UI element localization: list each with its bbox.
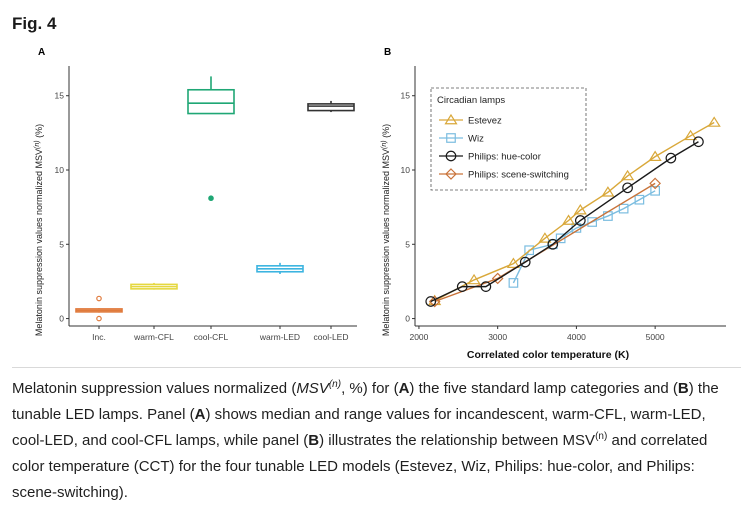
series-point [650,185,660,196]
box-iqr [187,88,235,115]
panel-b-y-label: Melatonin suppression values normalized … [381,124,392,336]
series-line [430,141,699,303]
box-outlier [208,195,214,202]
legend-title: Circadian lamps [437,95,505,106]
series-point [524,245,535,256]
a-ytick-label: 0 [59,314,64,324]
box-outlier [96,315,102,322]
a-xtick-label: cool-CFL [194,332,229,342]
box-warm-cfl [130,282,178,290]
series-point [428,295,441,308]
series-point [425,296,437,307]
series-philips-hue-color [425,136,704,307]
series-point [648,150,662,161]
series-point [707,116,721,127]
b-xtick-label: 3000 [488,332,507,342]
panel-b-x-label: Correlated color temperature (K) [467,349,629,361]
box-cool-led [307,100,355,113]
panel-a-y-label: Melatonin suppression values normalized … [34,124,45,336]
series-estevez [428,116,721,306]
legend-square-icon [446,133,456,143]
series-point [665,152,677,164]
series-point [573,203,587,215]
legend-diamond-icon [445,168,457,180]
b-xtick-label: 2000 [409,332,428,342]
panel-a: A 0 5 10 15 Inc. warm-CFL cool-CFL warm-LED coo… [34,47,357,342]
series-point [622,182,633,194]
figure-caption: Melatonin suppression values normalized … [12,379,719,502]
panel-a-label: A [38,47,45,58]
series-point [561,214,576,225]
panel-b-legend: Circadian lamps Estevez Wiz Philips: hue-c… [430,87,587,191]
panel-b-label: B [384,47,391,58]
legend-item-philips-scene-switching: Philips: scene-switching [439,168,569,181]
series-point [587,217,598,227]
series-line [512,190,656,284]
series-point [601,186,615,197]
legend-label: Estevez [468,116,502,127]
series-point [649,177,661,190]
legend-label: Philips: scene-switching [468,170,569,181]
panel-b: B 0 5 10 15 2000 3000 4000 5000 Melatonin supp… [381,47,726,361]
series-point [618,203,629,214]
box-cool-cfl [187,76,235,202]
b-ytick-label: 10 [401,165,411,175]
series-line [434,121,715,302]
legend-circle-icon [445,150,457,162]
box-inc- [75,295,123,322]
series-point [467,273,481,285]
legend-item-estevez: Estevez [439,113,502,127]
legend-box [430,87,587,191]
figure-title: Fig. 4 [12,14,57,33]
series-point [506,257,521,268]
figure-svg: A 0 5 10 15 Inc. warm-CFL cool-CFL warm-LED coo… [34,47,726,361]
series-point [683,129,698,141]
legend-triangle-icon [444,113,458,125]
legend-label: Wiz [468,134,484,145]
a-xtick-label: cool-LED [314,332,349,342]
series-point [620,169,635,181]
a-xtick-label: Inc. [92,332,106,342]
series-point [519,256,531,268]
series-point [574,215,586,226]
series-point [634,194,645,205]
b-ytick-label: 0 [405,314,410,324]
legend-item-wiz: Wiz [439,133,484,145]
a-ytick-label: 15 [55,91,65,101]
series-point [508,278,519,288]
series-point [693,136,704,148]
b-ytick-label: 15 [401,91,411,101]
box-warm-led [256,262,304,274]
b-xtick-label: 5000 [646,332,665,342]
box-outlier [96,295,102,302]
a-xtick-label: warm-LED [259,332,300,342]
box-iqr [307,103,355,112]
series-point [538,232,552,243]
series-point [456,281,468,292]
a-ytick-label: 10 [55,165,65,175]
a-ytick-label: 5 [59,239,64,249]
a-xtick-label: warm-CFL [133,332,174,342]
figure-panels: A 0 5 10 15 Inc. warm-CFL cool-CFL warm-LED coo… [12,42,741,368]
b-ytick-label: 5 [405,239,410,249]
series-wiz [508,185,660,288]
series-point [480,281,492,292]
legend-item-philips-hue-color: Philips: hue-color [439,150,541,163]
legend-label: Philips: hue-color [468,152,541,163]
b-xtick-label: 4000 [567,332,586,342]
series-point [547,238,559,250]
